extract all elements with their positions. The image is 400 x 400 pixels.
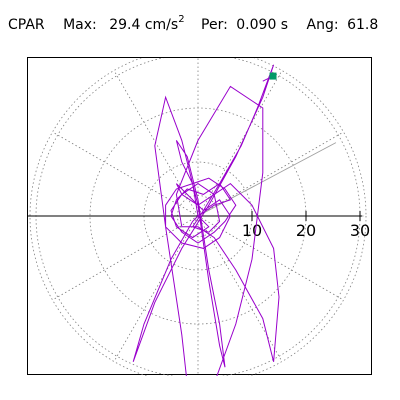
grid-spoke — [197, 70, 283, 217]
ang-label: Ang: — [306, 16, 339, 33]
channel-label: CPAR — [8, 16, 45, 33]
grid-spoke — [197, 215, 283, 362]
axis-tick-label: 10 — [242, 221, 262, 240]
max-label: Max: — [63, 16, 97, 33]
axis-tick-label: 30 — [350, 221, 370, 240]
grid-spoke — [113, 215, 199, 362]
grid-spoke — [197, 215, 344, 301]
ang-value: 61.8 — [347, 16, 379, 33]
max-exponent: 2 — [178, 14, 185, 25]
grid-spoke — [113, 70, 199, 217]
polar-orbit-plot: 10 20 30 — [28, 58, 370, 376]
orbit-trace — [132, 64, 280, 376]
max-value: 29.4 cm/s2 — [109, 14, 185, 33]
grid-spoke — [52, 215, 199, 301]
max-point-marker — [269, 72, 277, 80]
chart-header: CPAR Max: 29.4 cm/s2 Per: 0.090 s Ang: 6… — [8, 13, 378, 33]
axis-tick-label: 20 — [296, 221, 316, 240]
polar-plot-frame: 10 20 30 — [27, 57, 372, 376]
per-value: 0.090 s — [236, 16, 289, 33]
angle-line — [197, 142, 337, 217]
grid-spoke — [52, 131, 199, 217]
grid-circle — [29, 58, 367, 376]
per-label: Per: — [201, 16, 228, 33]
